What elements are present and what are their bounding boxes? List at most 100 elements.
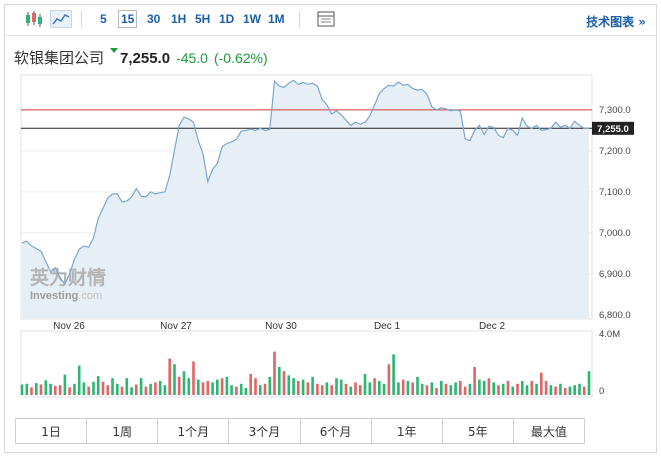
volume-bar	[149, 383, 152, 395]
volume-bar	[497, 385, 500, 395]
interval-1m[interactable]: 1M	[268, 12, 285, 26]
range-1-week[interactable]: 1周	[87, 419, 159, 443]
table-icon[interactable]	[315, 10, 337, 28]
volume-bar	[582, 386, 586, 395]
interval-1d[interactable]: 1D	[219, 12, 235, 26]
volume-bar	[25, 383, 29, 395]
volume-bar	[392, 354, 395, 395]
volume-axis-top: 4.0M	[599, 329, 620, 340]
volume-bar	[325, 382, 329, 395]
x-tick-label: Nov 30	[265, 321, 297, 332]
volume-bar	[511, 386, 515, 395]
technical-chart-link[interactable]: 技术图表 »	[586, 15, 646, 29]
chart-widget: 5 15 30 1H 5H 1D 1W 1M 技术图表 » 软银集团公司 7,25…	[4, 4, 657, 453]
interval-1h[interactable]: 1H	[171, 12, 187, 26]
volume-bar	[420, 383, 424, 395]
volume-bar	[258, 385, 262, 395]
volume-bar	[563, 388, 567, 395]
volume-axis-zero: 0	[599, 386, 604, 397]
volume-bar	[154, 382, 157, 395]
volume-bar	[163, 385, 167, 395]
x-axis-labels: Nov 26 Nov 27 Nov 30 Dec 1 Dec 2	[53, 321, 505, 332]
volume-bar	[254, 378, 257, 395]
volume-bar	[63, 374, 67, 395]
toolbar: 5 15 30 1H 5H 1D 1W 1M 技术图表 »	[5, 5, 656, 36]
volume-bar	[387, 364, 391, 395]
price-change: -45.0	[176, 50, 208, 66]
range-1-year[interactable]: 1年	[371, 419, 443, 443]
volume-bars	[20, 351, 591, 395]
volume-bar	[216, 379, 219, 395]
volume-bar	[401, 379, 405, 395]
range-3-month[interactable]: 3个月	[229, 419, 301, 443]
volume-bar	[111, 378, 114, 395]
price-area	[22, 80, 589, 319]
volume-bar	[49, 383, 52, 395]
volume-bar	[478, 379, 481, 395]
volume-bar	[101, 381, 105, 395]
y-tick-label: 7,000.0	[599, 228, 631, 239]
range-1-month[interactable]: 1个月	[158, 419, 230, 443]
interval-5[interactable]: 5	[100, 12, 107, 26]
volume-bar	[35, 383, 38, 395]
range-6-month[interactable]: 6个月	[300, 419, 372, 443]
volume-bar	[73, 383, 76, 395]
y-tick-label: 6,900.0	[599, 269, 631, 280]
range-max[interactable]: 最大值	[513, 419, 584, 443]
price-chart[interactable]: 英为财情 Investing.com 6,800.0 6,900.0 7,000.0…	[9, 9, 649, 409]
volume-bar	[87, 386, 90, 395]
last-price: 7,255.0	[120, 50, 171, 67]
volume-bar	[525, 385, 529, 395]
volume-bar	[39, 384, 43, 395]
volume-bar	[459, 381, 462, 395]
volume-bar	[411, 382, 414, 395]
volume-bar	[397, 382, 400, 395]
volume-bar	[521, 381, 524, 395]
stock-name: 软银集团公司	[14, 49, 105, 67]
volume-bar	[430, 382, 434, 395]
interval-15[interactable]: 15	[118, 10, 138, 28]
volume-bar	[416, 376, 419, 395]
volume-bar	[349, 386, 353, 395]
price-line	[21, 79, 589, 286]
volume-bar	[530, 381, 534, 395]
area-chart-icon[interactable]	[50, 10, 72, 28]
volume-bar	[297, 381, 300, 395]
volume-bar	[187, 378, 191, 395]
volume-bar	[554, 386, 557, 395]
y-tick-label: 7,100.0	[599, 187, 631, 198]
volume-bar	[244, 388, 248, 395]
range-1-day[interactable]: 1日	[16, 419, 88, 443]
volume-bar	[135, 384, 138, 395]
volume-panel: 4.0M 0	[20, 329, 620, 398]
volume-bar	[20, 384, 24, 395]
volume-bar	[440, 381, 443, 395]
volume-bar	[378, 381, 381, 395]
volume-bar	[444, 383, 448, 395]
interval-30[interactable]: 30	[147, 12, 161, 26]
x-tick-label: Dec 1	[374, 321, 401, 332]
volume-bar	[197, 379, 200, 395]
volume-bar	[492, 382, 495, 395]
volume-bar	[449, 385, 453, 395]
volume-bar	[339, 379, 343, 395]
candlestick-icon[interactable]	[23, 10, 45, 28]
last-price-tag: 7,255.0	[592, 121, 634, 135]
volume-bar	[363, 374, 367, 395]
interval-5h[interactable]: 5H	[195, 12, 211, 26]
last-price-tag-label: 7,255.0	[597, 124, 629, 135]
volume-bar	[435, 388, 438, 395]
volume-bar	[463, 386, 467, 395]
volume-bar	[473, 367, 476, 395]
volume-bar	[482, 381, 486, 395]
volume-bar	[273, 351, 276, 395]
volume-bar	[130, 387, 133, 395]
volume-bar	[173, 364, 176, 395]
volume-bar	[230, 385, 233, 395]
range-5-year[interactable]: 5年	[442, 419, 514, 443]
volume-bar	[120, 386, 124, 395]
volume-bar	[311, 376, 314, 395]
volume-bar	[239, 383, 243, 395]
interval-1w[interactable]: 1W	[243, 12, 261, 26]
volume-bar	[468, 383, 472, 395]
